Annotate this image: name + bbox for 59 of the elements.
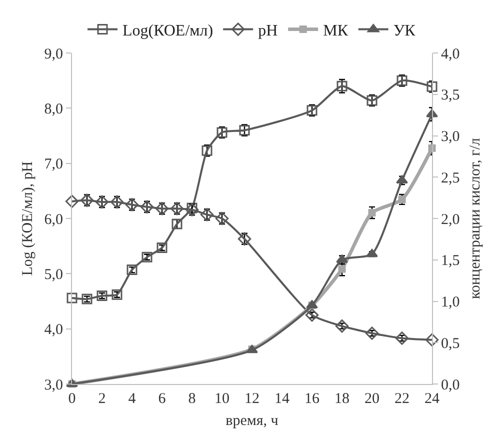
y2-tick-label: 0,5 [441, 336, 460, 352]
point [365, 326, 379, 340]
point [366, 248, 378, 258]
y2-tick-label: 4,0 [441, 46, 460, 62]
y2-tick-label: 0,0 [441, 377, 460, 394]
y-tick-label: 8,0 [44, 101, 63, 118]
y2-tick-label: 1,0 [441, 294, 460, 310]
point [425, 333, 439, 346]
point [140, 200, 154, 214]
point [185, 203, 199, 216]
point [338, 265, 346, 273]
legend-label: Log(КОЕ/мл) [122, 22, 214, 40]
y-axis-title: Log (КОЕ/мл), pH [20, 161, 36, 276]
y-tick-label: 9,0 [44, 46, 63, 62]
point [110, 195, 124, 209]
x-tick-label: 18 [334, 391, 350, 407]
y-tick-label: 6,0 [44, 212, 63, 228]
x-tick-label: 2 [98, 391, 106, 407]
point [305, 308, 319, 322]
point [238, 232, 252, 246]
y2-tick-label: 2,0 [441, 212, 460, 228]
point [200, 208, 214, 222]
point [170, 202, 184, 216]
x-tick-label: 10 [214, 391, 230, 407]
x-axis-title: время, ч [226, 413, 279, 429]
x-tick-label: 20 [364, 391, 380, 407]
point [155, 202, 169, 216]
x-tick-label: 4 [128, 391, 136, 407]
point [66, 292, 78, 304]
point [428, 144, 436, 152]
point [95, 195, 109, 209]
point [80, 194, 94, 207]
point [368, 208, 376, 216]
y2-tick-label: 3,0 [441, 129, 460, 145]
legend-label: МК [323, 22, 348, 40]
x-tick-label: 6 [158, 391, 166, 407]
y2-axis-title: концентрации кислот, г/л [468, 138, 484, 299]
point [215, 212, 229, 226]
x-tick-label: 14 [274, 391, 290, 407]
x-tick-label: 16 [304, 391, 320, 407]
legend-label: pH [258, 22, 278, 40]
point [395, 332, 409, 345]
point [65, 194, 79, 208]
y2-tick-label: 3,5 [441, 88, 460, 104]
y2-tick-label: 2,5 [441, 170, 460, 186]
y-tick-label: 3,0 [44, 377, 63, 394]
y-tick-label: 7,0 [44, 156, 63, 173]
x-tick-label: 0 [68, 391, 76, 407]
x-tick-label: 22 [394, 391, 410, 407]
y-tick-label: 4,0 [44, 322, 63, 338]
point [125, 198, 139, 212]
y2-tick-label: 1,5 [441, 253, 460, 270]
x-tick-label: 12 [244, 391, 260, 407]
x-tick-label: 8 [188, 391, 196, 407]
legend-label: УК [393, 22, 416, 40]
x-tick-label: 24 [424, 391, 440, 407]
point [335, 319, 349, 333]
point [426, 81, 438, 92]
y-tick-label: 5,0 [44, 266, 63, 283]
